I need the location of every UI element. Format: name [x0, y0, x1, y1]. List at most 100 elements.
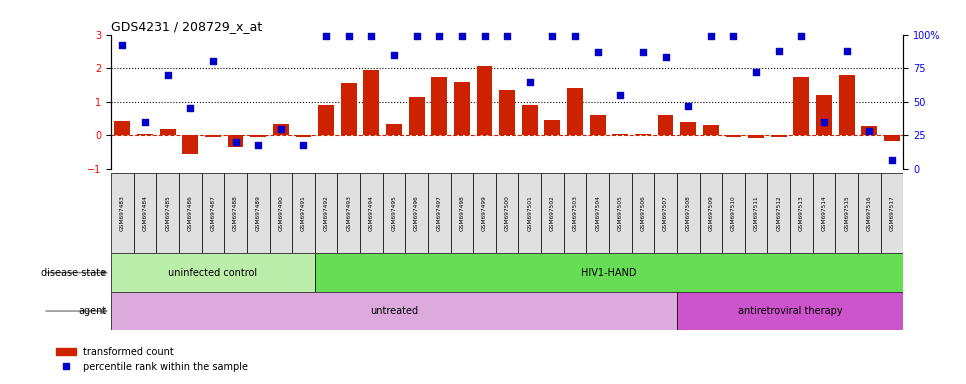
FancyBboxPatch shape	[315, 173, 337, 253]
Text: GDS4231 / 208729_x_at: GDS4231 / 208729_x_at	[111, 20, 263, 33]
Point	[205, 58, 220, 65]
Text: GSM697500: GSM697500	[504, 195, 510, 231]
Point	[341, 33, 356, 39]
Bar	[183, 136, 198, 154]
FancyBboxPatch shape	[270, 173, 292, 253]
Text: GSM697498: GSM697498	[460, 195, 465, 231]
Point	[273, 126, 289, 132]
FancyBboxPatch shape	[202, 173, 224, 253]
Bar	[137, 134, 153, 136]
FancyBboxPatch shape	[383, 173, 406, 253]
Text: GSM697512: GSM697512	[777, 195, 781, 231]
Bar	[771, 136, 786, 137]
Bar	[296, 136, 311, 137]
Text: GSM697489: GSM697489	[256, 195, 261, 231]
Point	[612, 92, 628, 98]
Bar	[454, 82, 469, 136]
Text: GSM697507: GSM697507	[663, 195, 668, 231]
Point	[454, 33, 469, 39]
Bar	[432, 76, 447, 136]
Text: GSM697503: GSM697503	[573, 195, 578, 231]
Text: GSM697505: GSM697505	[618, 195, 623, 231]
FancyBboxPatch shape	[632, 173, 654, 253]
Point	[477, 33, 493, 39]
Text: GSM697511: GSM697511	[753, 195, 758, 231]
Text: GSM697496: GSM697496	[414, 195, 419, 231]
Point	[386, 52, 402, 58]
Text: untreated: untreated	[370, 306, 418, 316]
Point	[749, 69, 764, 75]
FancyBboxPatch shape	[812, 173, 836, 253]
Point	[838, 48, 854, 54]
FancyBboxPatch shape	[564, 173, 586, 253]
Point	[499, 33, 515, 39]
FancyBboxPatch shape	[133, 173, 156, 253]
Bar	[115, 121, 130, 136]
Bar	[545, 120, 560, 136]
Text: GSM697509: GSM697509	[708, 195, 713, 231]
FancyBboxPatch shape	[337, 173, 360, 253]
Point	[250, 142, 266, 148]
Bar	[816, 95, 832, 136]
FancyBboxPatch shape	[247, 173, 270, 253]
FancyBboxPatch shape	[836, 173, 858, 253]
FancyBboxPatch shape	[315, 253, 903, 292]
Point	[703, 33, 719, 39]
Point	[725, 33, 741, 39]
Text: GSM697483: GSM697483	[120, 195, 125, 231]
Text: GSM697506: GSM697506	[640, 195, 645, 231]
FancyBboxPatch shape	[745, 173, 767, 253]
Point	[522, 79, 537, 85]
FancyBboxPatch shape	[496, 173, 519, 253]
Bar	[793, 76, 810, 136]
Bar	[318, 105, 334, 136]
Bar	[884, 136, 899, 141]
Bar	[838, 75, 855, 136]
Text: GSM697484: GSM697484	[143, 195, 148, 231]
Bar	[703, 125, 719, 136]
Bar	[680, 122, 696, 136]
Text: GSM697515: GSM697515	[844, 195, 849, 231]
Text: GSM697491: GSM697491	[301, 195, 306, 231]
Point	[680, 103, 696, 109]
FancyBboxPatch shape	[179, 173, 202, 253]
FancyBboxPatch shape	[450, 173, 473, 253]
Point	[363, 33, 379, 39]
FancyBboxPatch shape	[519, 173, 541, 253]
Text: GSM697486: GSM697486	[187, 195, 193, 231]
FancyBboxPatch shape	[586, 173, 609, 253]
Point	[884, 157, 899, 163]
Text: GSM697517: GSM697517	[890, 195, 895, 231]
FancyBboxPatch shape	[406, 173, 428, 253]
Text: GSM697502: GSM697502	[550, 195, 554, 231]
Point	[567, 33, 582, 39]
Text: GSM697488: GSM697488	[233, 195, 238, 231]
FancyBboxPatch shape	[654, 173, 677, 253]
Bar	[590, 115, 606, 136]
Text: GSM697514: GSM697514	[821, 195, 827, 231]
Bar	[725, 136, 741, 137]
Bar	[749, 136, 764, 138]
Bar	[273, 124, 289, 136]
Bar	[862, 126, 877, 136]
Bar	[522, 105, 538, 136]
Text: antiretroviral therapy: antiretroviral therapy	[738, 306, 842, 316]
Bar	[612, 134, 628, 136]
FancyBboxPatch shape	[428, 173, 450, 253]
FancyBboxPatch shape	[699, 173, 723, 253]
Bar	[499, 90, 515, 136]
Text: GSM697516: GSM697516	[867, 195, 871, 231]
Point	[409, 33, 424, 39]
Point	[296, 142, 311, 148]
Text: GSM697490: GSM697490	[278, 195, 283, 231]
Point	[183, 106, 198, 112]
FancyBboxPatch shape	[473, 173, 496, 253]
Legend: transformed count, percentile rank within the sample: transformed count, percentile rank withi…	[52, 343, 252, 376]
FancyBboxPatch shape	[111, 292, 677, 330]
Bar	[363, 70, 380, 136]
Text: GSM697508: GSM697508	[686, 195, 691, 231]
Bar	[476, 66, 493, 136]
Bar	[409, 97, 424, 136]
Text: GSM697510: GSM697510	[731, 195, 736, 231]
Text: disease state: disease state	[42, 268, 106, 278]
